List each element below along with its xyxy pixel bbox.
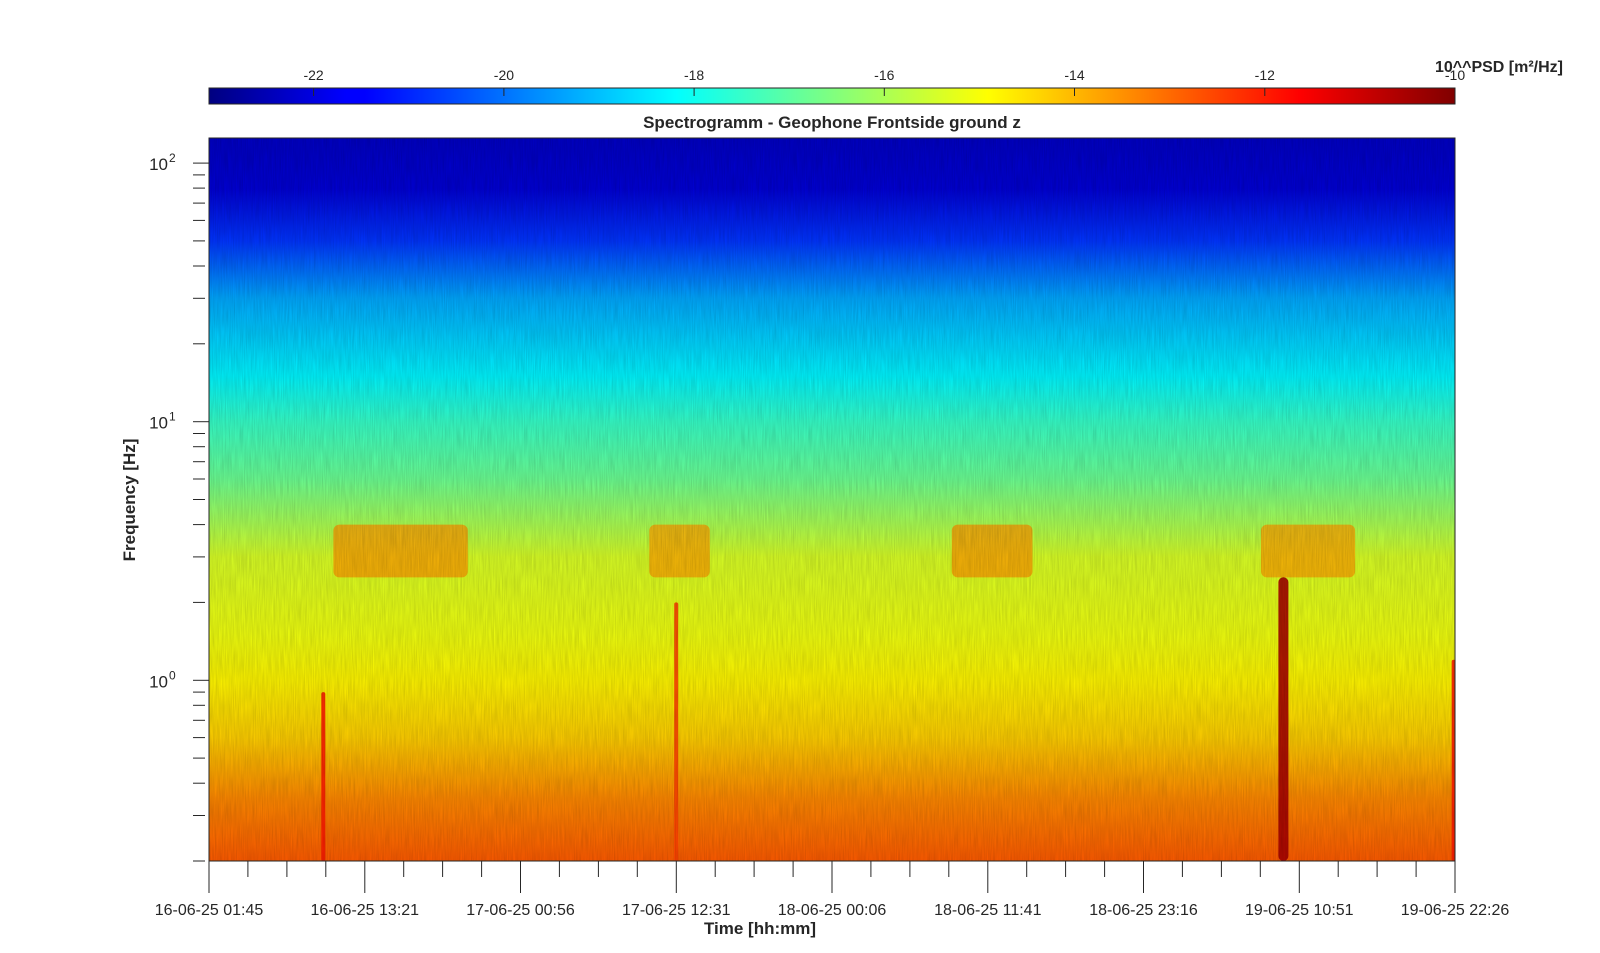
y-tick-exponent: 1 [169, 410, 176, 424]
chart-title: Spectrogramm - Geophone Frontside ground… [643, 113, 1021, 132]
y-tick-exponent: 2 [169, 151, 176, 165]
colorbar-tick-label: -20 [494, 67, 514, 83]
y-tick-label: 10 [149, 414, 168, 433]
colorbar: -22 -20 -18 -16 -14 -12 -10 10^^PSD [m²/Hz] [208, 59, 1563, 105]
y-tick-label: 10 [149, 672, 168, 691]
y-axis-label: Frequency [Hz] [120, 439, 139, 562]
x-tick-label: 16-06-25 13:21 [311, 902, 420, 919]
y-tick-label: 10 [149, 155, 168, 174]
x-tick-label: 16-06-25 01:45 [155, 902, 264, 919]
x-tick-label: 18-06-25 23:16 [1089, 902, 1198, 919]
x-tick-label: 18-06-25 11:41 [934, 902, 1041, 919]
x-tick-label: 17-06-25 00:56 [466, 902, 575, 919]
x-axis: 16-06-25 01:45 16-06-25 13:21 17-06-25 00:… [155, 860, 1510, 919]
colorbar-bar [209, 88, 1455, 104]
colorbar-tick-label: -18 [684, 67, 704, 83]
x-axis-label: Time [hh:mm] [704, 919, 816, 938]
colorbar-ticks: -22 -20 -18 -16 -14 -12 -10 [303, 67, 1465, 96]
colorbar-tick-label: -16 [874, 67, 894, 83]
x-tick-label: 18-06-25 00:06 [778, 902, 887, 919]
y-tick-exponent: 0 [169, 668, 176, 682]
noise-texture [209, 138, 1455, 861]
colorbar-tick-label: -10 [1445, 67, 1465, 83]
x-tick-label: 19-06-25 22:26 [1401, 902, 1510, 919]
colorbar-tick-label: -12 [1255, 67, 1275, 83]
colorbar-label: 10^^PSD [m²/Hz] [1435, 59, 1563, 76]
colorbar-tick-label: -22 [303, 67, 323, 83]
x-tick-label: 17-06-25 12:31 [622, 902, 731, 919]
plot-area [209, 138, 1455, 861]
x-tick-label: 19-06-25 10:51 [1245, 902, 1354, 919]
colorbar-tick-label: -14 [1064, 67, 1084, 83]
